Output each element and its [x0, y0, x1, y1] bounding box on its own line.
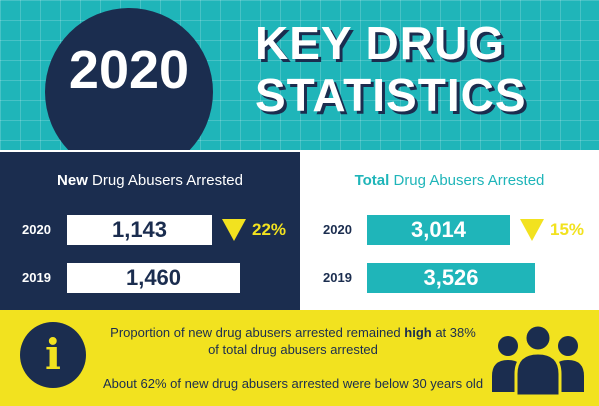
- total-change-percent: 15%: [550, 220, 585, 239]
- total-year-label-2020: 2020: [323, 222, 352, 237]
- year-heading: 2020: [68, 40, 190, 100]
- footer-line1-b: at 38%: [431, 325, 476, 340]
- total-title-bold: Total: [354, 172, 390, 189]
- new-title-rest: Drug Abusers Arrested: [87, 172, 243, 189]
- header-banner: 2020 KEY DRUG STATISTICS: [0, 0, 599, 150]
- title-line-2: STATISTICS: [255, 69, 527, 121]
- new-change-indicator: 22%: [222, 215, 286, 245]
- footer-line1-a: Proportion of new drug abusers arrested …: [110, 325, 405, 340]
- people-group-icon: [492, 323, 584, 398]
- new-value-2019: 1,460: [67, 263, 240, 293]
- down-triangle-icon: [222, 219, 246, 241]
- info-icon: i: [45, 330, 61, 379]
- footer-banner: i Proportion of new drug abusers arreste…: [0, 310, 599, 406]
- total-change-indicator: 15%: [520, 215, 584, 245]
- total-abusers-panel: Total Drug Abusers Arrested 2020 3,014 1…: [300, 152, 599, 310]
- footer-line1-c: of total drug abusers arrested: [208, 342, 378, 357]
- down-triangle-icon: [520, 219, 544, 241]
- footer-age-text: About 62% of new drug abusers arrested w…: [102, 376, 484, 391]
- total-abusers-title: Total Drug Abusers Arrested: [300, 172, 599, 189]
- footer-proportion-text: Proportion of new drug abusers arrested …: [98, 324, 488, 358]
- footer-line1-bold: high: [404, 325, 432, 340]
- new-abusers-title: New Drug Abusers Arrested: [0, 172, 300, 189]
- info-icon-circle: [20, 322, 86, 388]
- year-circle: [45, 8, 213, 150]
- total-title-rest: Drug Abusers Arrested: [389, 172, 545, 189]
- total-value-2019: 3,526: [367, 263, 535, 293]
- new-year-label-2019: 2019: [22, 270, 51, 285]
- total-year-label-2019: 2019: [323, 270, 352, 285]
- new-value-2020: 1,143: [67, 215, 212, 245]
- total-value-2020: 3,014: [367, 215, 510, 245]
- title-line-1: KEY DRUG: [255, 17, 505, 69]
- new-abusers-panel: New Drug Abusers Arrested 2020 1,143 22%…: [0, 152, 300, 310]
- new-title-bold: New: [57, 172, 88, 189]
- new-year-label-2020: 2020: [22, 222, 51, 237]
- new-change-percent: 22%: [252, 220, 287, 239]
